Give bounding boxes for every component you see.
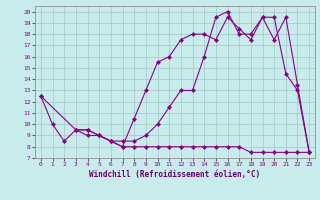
X-axis label: Windchill (Refroidissement éolien,°C): Windchill (Refroidissement éolien,°C) — [89, 170, 260, 179]
